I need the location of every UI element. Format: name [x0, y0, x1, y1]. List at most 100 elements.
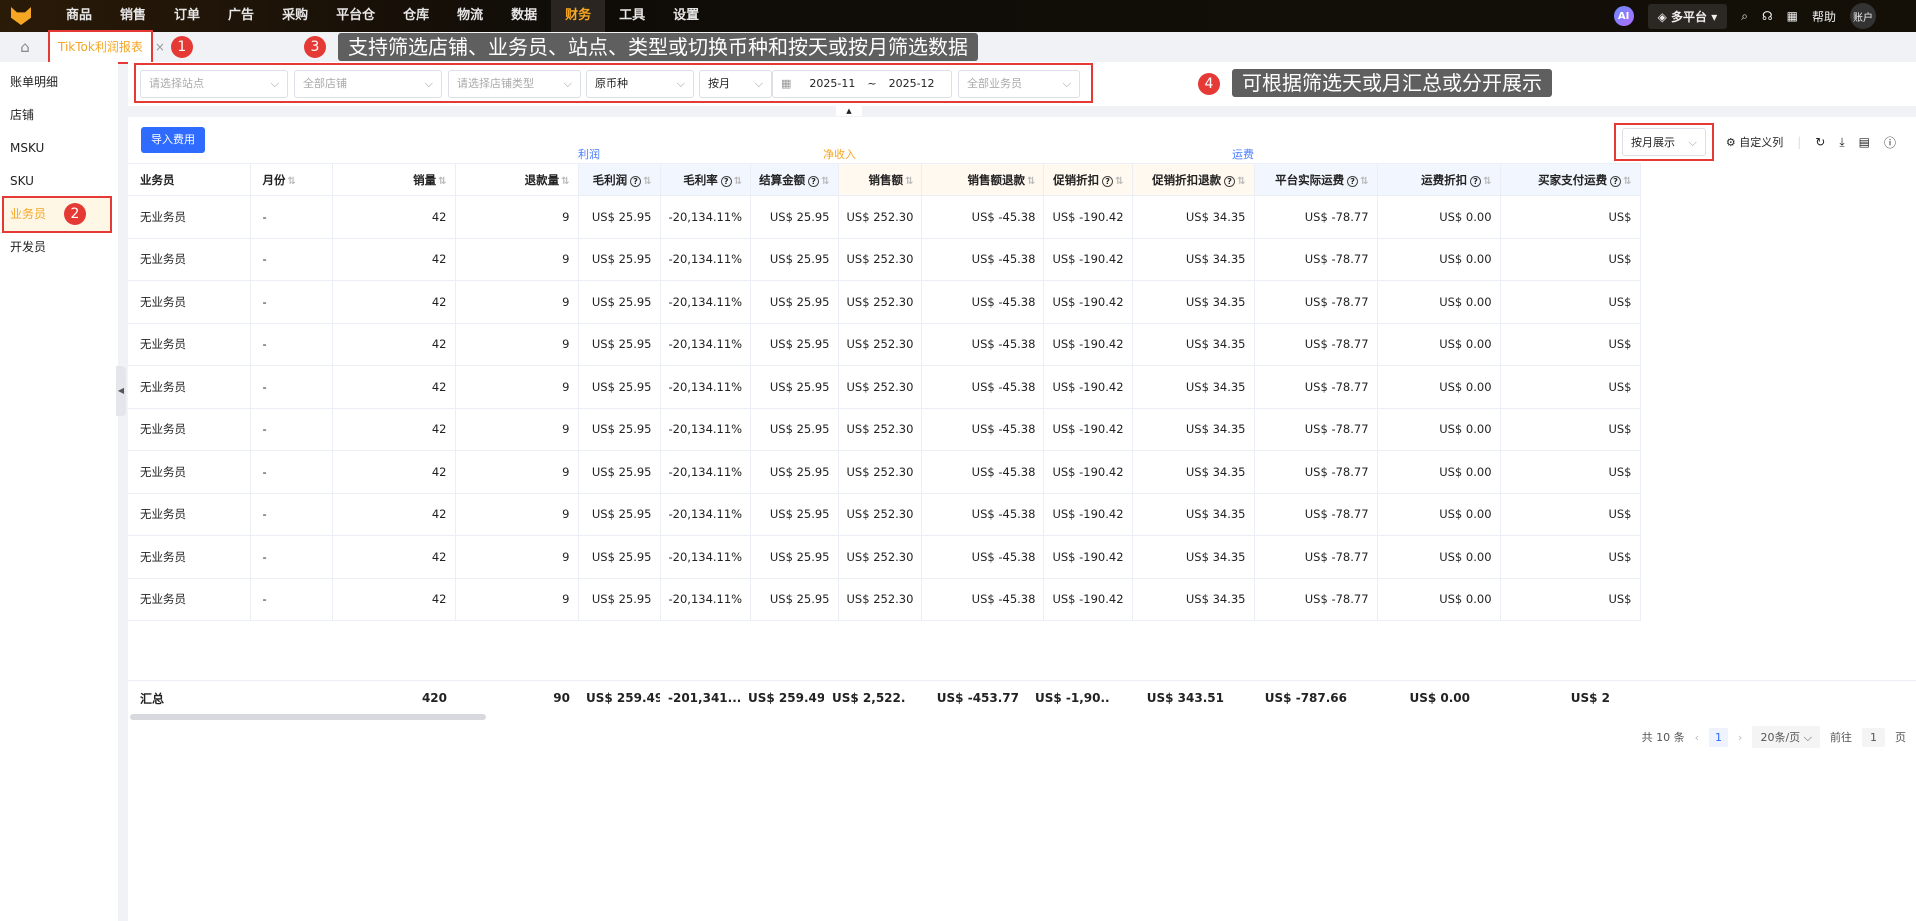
help-icon[interactable]: ⓘ: [1883, 135, 1896, 150]
help-icon[interactable]: ?: [630, 175, 642, 187]
nav-item[interactable]: 工具: [619, 8, 646, 23]
column-header[interactable]: 平台实际运费? ⇅: [1254, 163, 1378, 196]
nav-item[interactable]: 订单: [174, 8, 201, 23]
sort-icon[interactable]: ⇅: [438, 175, 447, 187]
nav-item[interactable]: 销售: [120, 8, 147, 23]
nav-item[interactable]: 物流: [457, 8, 484, 23]
column-header[interactable]: 业务员: [128, 163, 251, 196]
calculator-icon[interactable]: ▤: [1858, 135, 1870, 149]
nav-item[interactable]: 财务: [551, 0, 606, 32]
column-header[interactable]: 销量 ⇅: [332, 163, 456, 196]
table-cell: US$: [1500, 365, 1641, 409]
nav-item[interactable]: 采购: [282, 8, 309, 23]
help-icon[interactable]: ?: [1224, 175, 1236, 187]
table-cell: US$ 252.30: [838, 323, 923, 366]
column-header[interactable]: 促销折扣? ⇅: [1043, 163, 1133, 196]
account-avatar[interactable]: 账户: [1850, 3, 1876, 29]
column-header[interactable]: 销售额退款 ⇅: [921, 163, 1045, 196]
apps-grid-icon[interactable]: ▦: [1786, 9, 1798, 23]
sort-icon[interactable]: ⇅: [643, 175, 652, 187]
sort-icon[interactable]: ⇅: [733, 175, 743, 187]
column-header[interactable]: 月份 ⇅: [250, 163, 333, 196]
column-header[interactable]: 运费折扣? ⇅: [1377, 163, 1501, 196]
sort-icon[interactable]: ⇅: [287, 175, 296, 187]
sort-icon[interactable]: ⇅: [1237, 175, 1246, 187]
sort-icon[interactable]: ⇅: [905, 175, 914, 187]
nav-item[interactable]: 广告: [228, 8, 255, 23]
nav-item[interactable]: 商品: [66, 8, 93, 23]
column-header[interactable]: 销售额 ⇅: [838, 163, 923, 196]
nav-item[interactable]: 设置: [673, 8, 700, 23]
table-cell: 9: [455, 195, 579, 239]
sort-icon[interactable]: ⇅: [1360, 175, 1369, 187]
sidebar-item[interactable]: 开发员: [10, 240, 47, 254]
headset-icon[interactable]: ☊: [1761, 9, 1773, 23]
help-icon[interactable]: ?: [1470, 175, 1482, 187]
sidebar-item[interactable]: SKU: [10, 174, 34, 188]
table-cell: -20,134.11%: [660, 365, 752, 409]
prev-page-icon[interactable]: ‹: [1694, 730, 1700, 744]
period-select[interactable]: 按月 ⌵: [699, 70, 772, 98]
sort-icon[interactable]: ⇅: [1027, 175, 1036, 187]
sort-icon[interactable]: ⇅: [821, 175, 830, 187]
column-header[interactable]: 毛利率? ⇅: [660, 163, 752, 196]
date-range-picker[interactable]: ▦ 2025-11 ~2025-12: [772, 70, 952, 98]
platform-switcher[interactable]: ◈ 多平台 ▾: [1647, 3, 1728, 29]
table-cell: -: [250, 238, 333, 281]
column-header[interactable]: 退款量 ⇅: [455, 163, 579, 196]
help-icon[interactable]: ?: [1610, 175, 1622, 187]
sidebar-item[interactable]: 业务员: [2, 196, 112, 233]
next-page-icon[interactable]: ›: [1738, 730, 1743, 744]
salesman-select[interactable]: 全部业务员 ⌵: [958, 70, 1080, 98]
display-mode-select[interactable]: 按月展示 ⌵: [1622, 128, 1706, 156]
sidebar-item[interactable]: 账单明细: [10, 75, 59, 89]
column-header[interactable]: 买家支付运费? ⇅: [1500, 163, 1641, 196]
main-menu: 商品 销售 订单 广告 采购 平台仓 仓库 物流 数据 财务 工具 设置: [52, 0, 713, 32]
horizontal-scrollbar[interactable]: [130, 714, 486, 720]
column-header[interactable]: 结算金额? ⇅: [750, 163, 839, 196]
sidebar-collapse-handle[interactable]: ◀: [116, 366, 126, 416]
store-type-select[interactable]: 请选择店铺类型 ⌵: [448, 70, 581, 98]
import-fees-button[interactable]: 导入费用: [141, 127, 205, 153]
sort-icon[interactable]: ⇅: [561, 175, 570, 187]
sort-icon[interactable]: ⇅: [1623, 175, 1632, 187]
table-cell: -20,134.11%: [660, 450, 752, 494]
logo-icon[interactable]: [0, 0, 42, 32]
custom-columns-button[interactable]: ⚙ 自定义列: [1725, 136, 1784, 149]
column-header[interactable]: 毛利润? ⇅: [578, 163, 661, 196]
table-cell: US$ 34.35: [1132, 493, 1255, 536]
refresh-icon[interactable]: ↻: [1815, 135, 1826, 149]
column-header[interactable]: 促销折扣退款? ⇅: [1132, 163, 1255, 196]
site-select[interactable]: 请选择站点 ⌵: [140, 70, 288, 98]
store-select[interactable]: 全部店铺 ⌵: [294, 70, 442, 98]
help-icon[interactable]: ?: [1347, 175, 1359, 187]
sort-icon[interactable]: ⇅: [1115, 175, 1124, 187]
help-icon[interactable]: ?: [1102, 175, 1114, 187]
sidebar-item[interactable]: MSKU: [10, 141, 45, 155]
ai-icon[interactable]: AI: [1613, 6, 1634, 26]
goto-page-input[interactable]: 1: [1862, 727, 1885, 747]
total-cell: US$ 259.49: [586, 691, 660, 705]
filter-collapse-toggle[interactable]: ▲: [836, 106, 862, 116]
nav-item[interactable]: 仓库: [403, 8, 430, 23]
tab-tiktok-profit-report[interactable]: TikTok利润报表: [48, 30, 153, 64]
sidebar-item[interactable]: 店铺: [10, 108, 35, 122]
help-link[interactable]: 帮助: [1811, 9, 1836, 24]
nav-item[interactable]: 数据: [511, 8, 538, 23]
home-icon[interactable]: ⌂: [20, 38, 30, 56]
table-cell: -: [250, 408, 333, 451]
table-cell: US$ -190.42: [1043, 578, 1133, 621]
help-icon[interactable]: ?: [720, 175, 732, 187]
download-icon[interactable]: ⤓: [1839, 134, 1845, 149]
page-1[interactable]: 1: [1709, 727, 1729, 747]
search-icon[interactable]: ⌕: [1741, 8, 1748, 23]
help-icon[interactable]: ?: [808, 175, 820, 187]
page-size-select[interactable]: 20条/页 ⌵: [1752, 726, 1820, 748]
currency-select[interactable]: 原币种 ⌵: [586, 70, 694, 98]
close-tab-icon[interactable]: ×: [154, 40, 165, 54]
table-cell: US$ 25.95: [578, 535, 661, 579]
total-cell: -201,341....: [668, 691, 740, 705]
chevron-down-icon: ⌵: [270, 77, 279, 90]
sort-icon[interactable]: ⇅: [1483, 175, 1492, 187]
nav-item[interactable]: 平台仓: [336, 8, 376, 23]
